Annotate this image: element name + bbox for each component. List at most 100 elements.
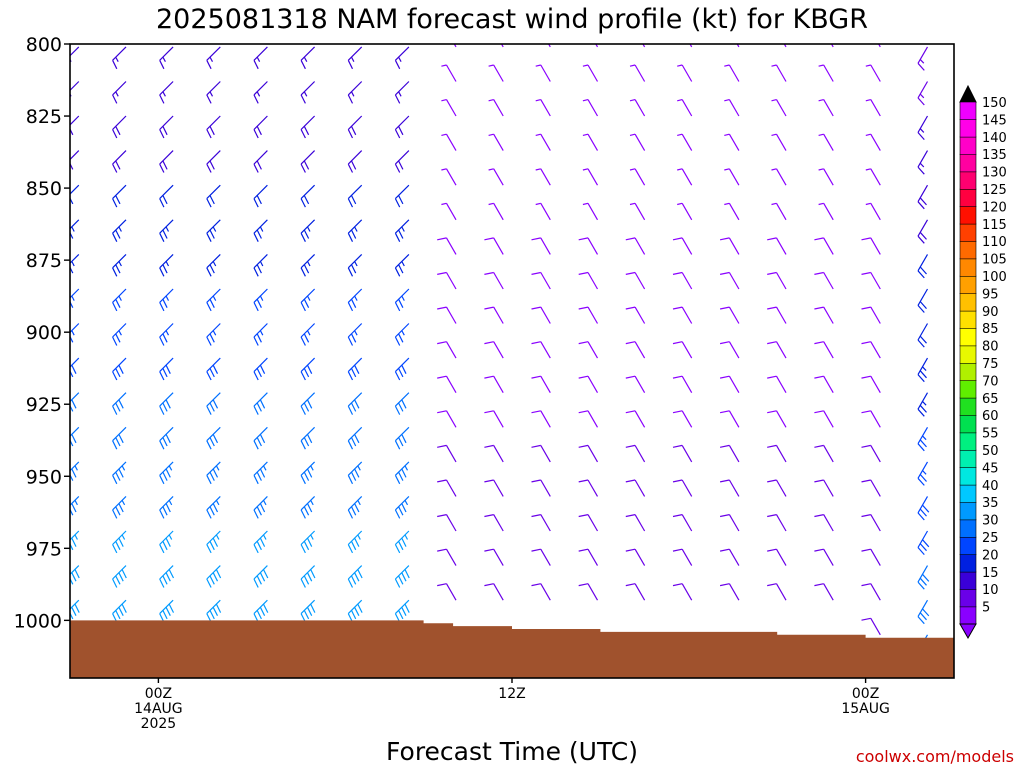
colorbar-swatch [959, 501, 977, 521]
colorbar-label: 45 [982, 461, 999, 476]
wind-barb [719, 548, 740, 566]
x-tick-label: 15AUG [841, 701, 890, 717]
wind-barb [719, 237, 740, 255]
colorbar-label: 75 [982, 357, 999, 372]
wind-barb [159, 565, 175, 588]
wind-barb [159, 323, 174, 346]
wind-barb [724, 99, 740, 117]
wind-barb [347, 115, 363, 139]
wind-barb [347, 46, 363, 70]
wind-barb [484, 306, 504, 324]
colorbar-swatch [959, 258, 977, 277]
wind-barb [677, 202, 693, 221]
wind-barb [767, 583, 787, 601]
wind-barb [70, 530, 80, 553]
wind-barb [112, 219, 127, 242]
wind-barb [437, 410, 457, 428]
wind-barb [159, 81, 174, 104]
wind-barb [300, 565, 316, 588]
colorbar-label: 70 [982, 374, 999, 389]
wind-barb [861, 341, 881, 359]
wind-barb [300, 323, 316, 346]
colorbar-label: 95 [982, 287, 999, 302]
wind-barb [159, 495, 174, 519]
wind-barb [767, 444, 787, 463]
wind-barb [719, 444, 740, 463]
colorbar-label: 55 [982, 427, 999, 442]
wind-barb [394, 46, 410, 70]
wind-barb [724, 133, 740, 151]
colorbar-swatch [959, 223, 977, 242]
wind-barb [818, 133, 834, 151]
wind-barb [484, 444, 504, 463]
colorbar-label: 40 [982, 479, 999, 494]
wind-barb [531, 306, 551, 324]
wind-barb [531, 410, 551, 428]
colorbar-label: 15 [982, 566, 999, 581]
wind-barb [112, 392, 127, 415]
wind-barb [488, 64, 504, 82]
colorbar-swatch [959, 484, 977, 503]
wind-barb [719, 271, 740, 290]
wind-barb [253, 288, 268, 312]
wind-barb [112, 426, 127, 450]
colorbar-swatch [959, 293, 977, 312]
colorbar-swatch [959, 536, 977, 556]
wind-barb [70, 288, 80, 311]
colorbar-label: 80 [982, 340, 999, 355]
wind-barb [394, 426, 410, 450]
wind-barb [625, 514, 646, 532]
wind-barb [488, 168, 504, 186]
wind-barb [206, 184, 221, 208]
wind-barb [300, 150, 316, 173]
wind-barb [112, 599, 127, 623]
wind-barb [394, 599, 410, 623]
wind-barb [625, 237, 646, 255]
colorbar-swatch [959, 449, 977, 469]
wind-barb [771, 64, 787, 82]
wind-barb [814, 444, 834, 463]
wind-barb [625, 375, 646, 393]
wind-barb [300, 392, 316, 415]
wind-barb [488, 99, 504, 117]
wind-barb [861, 444, 881, 463]
wind-barb [535, 168, 551, 186]
wind-barb [300, 184, 316, 208]
colorbar-swatch [959, 136, 977, 155]
wind-barb [865, 99, 881, 117]
wind-barb [719, 306, 740, 324]
y-tick-label: 900 [26, 322, 62, 344]
wind-barb [917, 461, 929, 486]
wind-barb [300, 81, 316, 104]
colorbar-swatch [959, 171, 977, 190]
wind-barb [484, 237, 504, 255]
wind-barb [112, 184, 127, 208]
wind-barb [484, 410, 504, 428]
wind-barb [672, 444, 693, 463]
colorbar-label: 25 [982, 531, 999, 546]
wind-barb [865, 202, 881, 221]
wind-barb [771, 133, 787, 151]
wind-barb [578, 341, 599, 359]
x-tick-label: 12Z [498, 686, 525, 702]
wind-barb [531, 548, 551, 566]
wind-barb [861, 410, 881, 428]
wind-barb [70, 115, 80, 138]
wind-barb [253, 253, 268, 277]
wind-barb [394, 530, 410, 554]
wind-barb [347, 150, 363, 173]
wind-barb [159, 357, 174, 381]
wind-barb [531, 514, 551, 532]
wind-barb [719, 583, 740, 601]
wind-barb [672, 514, 693, 532]
wind-barb [347, 565, 363, 588]
colorbar-swatch [959, 240, 977, 260]
wind-barb [672, 271, 693, 290]
wind-barb [582, 99, 599, 117]
colorbar-label: 60 [982, 409, 999, 424]
wind-barb [394, 565, 410, 588]
colorbar-label: 65 [982, 392, 999, 407]
wind-barb [70, 81, 80, 104]
wind-barb [253, 357, 268, 381]
colorbar-swatch [959, 414, 977, 434]
